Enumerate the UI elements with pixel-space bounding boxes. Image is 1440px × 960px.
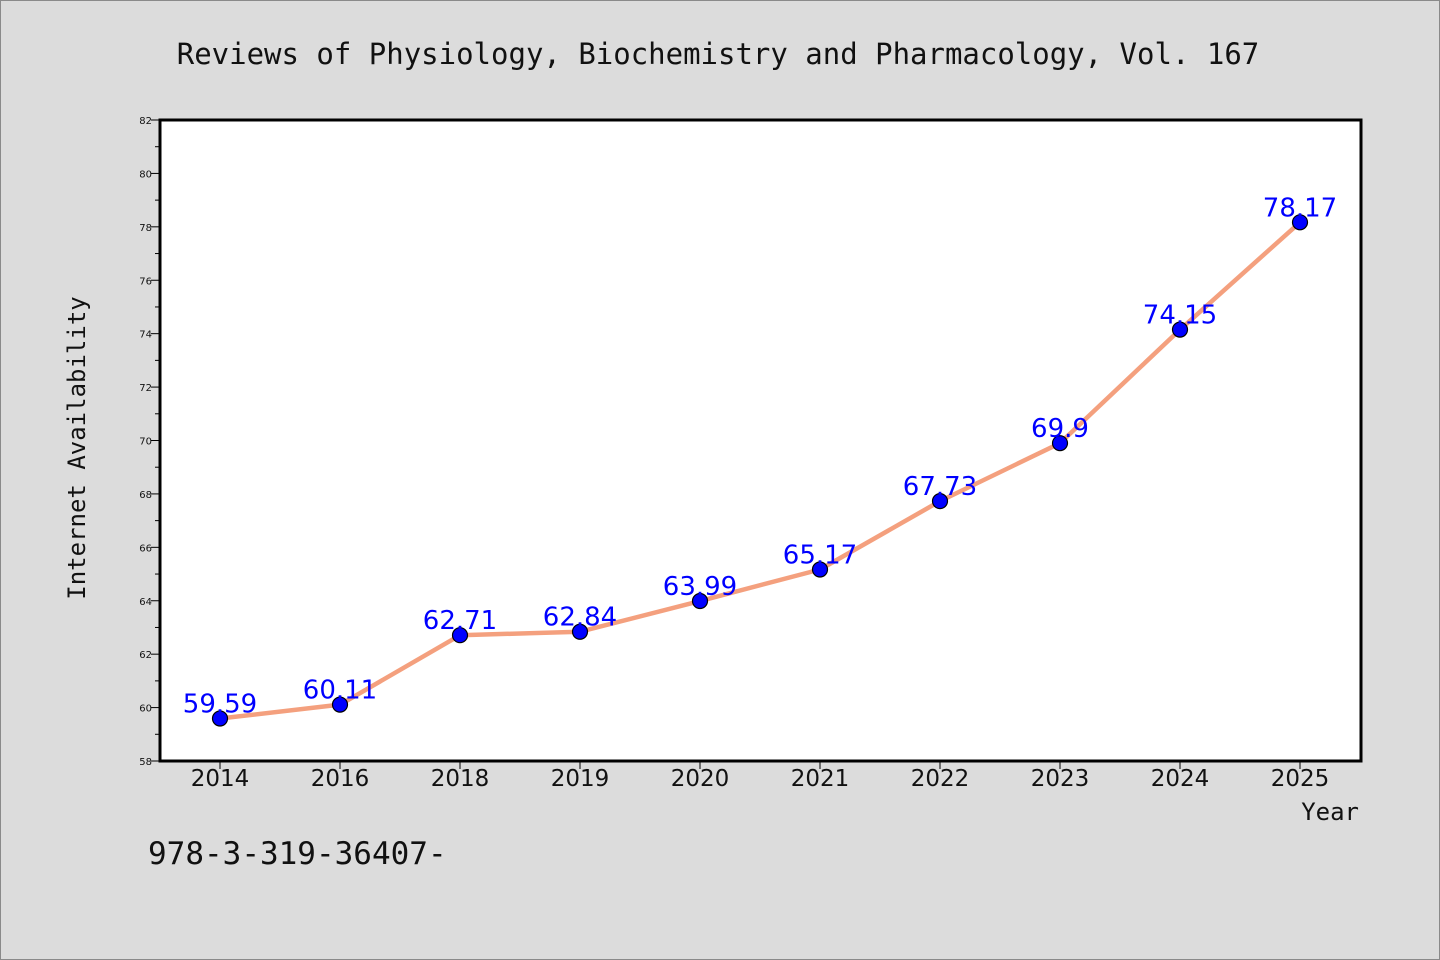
data-label: 78.17	[1263, 193, 1337, 223]
y-tick-label: 74	[139, 330, 152, 341]
x-tick-label: 2021	[791, 766, 850, 792]
x-axis: 2014 2016 2018 2019 2020 2021 2022 2023 2024 2025	[191, 761, 1330, 792]
data-point	[451, 627, 469, 644]
y-tick-label: 66	[139, 543, 152, 554]
x-tick-label: 2023	[1031, 766, 1090, 792]
y-axis: 58 60 62 64 66 68 70 72 74 76 78 80 82	[139, 116, 160, 768]
data-label: 67.73	[903, 472, 977, 502]
y-tick-label: 58	[139, 757, 152, 768]
y-tick-label: 62	[139, 650, 152, 661]
data-label: 62.71	[423, 606, 497, 636]
x-tick-label: 2014	[191, 766, 250, 792]
data-point	[331, 696, 349, 713]
data-point	[1051, 435, 1069, 452]
data-label: 63.99	[663, 572, 737, 602]
y-tick-label: 68	[139, 490, 152, 501]
x-tick-label: 2016	[311, 766, 370, 792]
y-tick-label: 64	[139, 597, 152, 608]
data-point	[691, 592, 709, 610]
data-label: 59.59	[183, 690, 257, 720]
x-tick-label: 2025	[1271, 766, 1330, 792]
data-point	[811, 561, 829, 578]
data-label: 74.15	[1143, 301, 1217, 331]
series-markers	[211, 214, 1309, 727]
y-tick-label: 70	[139, 437, 152, 448]
data-label: 60.11	[303, 676, 377, 706]
x-tick-label: 2020	[671, 766, 730, 792]
y-tick-label: 78	[139, 223, 152, 234]
x-tick-label: 2019	[551, 766, 610, 792]
plot-area	[158, 118, 1363, 763]
x-tick-label: 2018	[431, 766, 490, 792]
data-point	[571, 623, 589, 640]
y-tick-label: 82	[139, 116, 152, 127]
data-label: 62.84	[543, 603, 617, 633]
x-tick-label: 2022	[911, 766, 970, 792]
data-point	[211, 710, 229, 727]
x-tick-label: 2024	[1151, 766, 1210, 792]
data-point	[1171, 321, 1189, 338]
data-labels: 59.59 60.11 62.71 62.84 63.99 65.17 67.73 69.9 7…	[183, 193, 1337, 719]
y-tick-label: 60	[139, 704, 152, 715]
data-label: 69.9	[1031, 414, 1089, 444]
y-tick-label: 76	[139, 276, 152, 287]
y-tick-label: 72	[139, 383, 152, 394]
data-point	[1291, 214, 1309, 231]
series-line	[217, 220, 1303, 721]
footnote: 978-3-319-36407-	[148, 836, 447, 872]
chart-title: Reviews of Physiology, Biochemistry and …	[177, 37, 1260, 71]
y-tick-label: 80	[139, 169, 152, 180]
data-point	[931, 493, 949, 510]
y-axis-title: Internet Availability	[63, 296, 91, 599]
data-label: 65.17	[783, 541, 857, 571]
x-axis-title: Year	[1301, 798, 1359, 826]
